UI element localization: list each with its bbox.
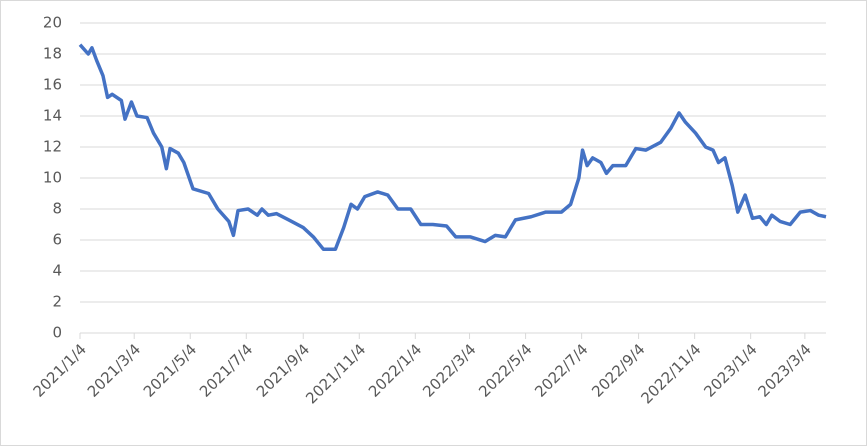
y-tick-label: 0 — [52, 324, 62, 342]
y-tick-label: 10 — [43, 169, 62, 187]
y-tick-label: 6 — [52, 231, 62, 249]
y-tick-label: 20 — [43, 14, 62, 32]
y-tick-label: 16 — [43, 76, 62, 94]
y-tick-label: 4 — [52, 262, 62, 280]
y-tick-label: 18 — [43, 45, 62, 63]
y-tick-label: 12 — [43, 138, 62, 156]
y-tick-label: 8 — [52, 200, 62, 218]
y-tick-label: 2 — [52, 293, 62, 311]
data-line — [78, 43, 827, 252]
y-tick-label: 14 — [43, 107, 62, 125]
